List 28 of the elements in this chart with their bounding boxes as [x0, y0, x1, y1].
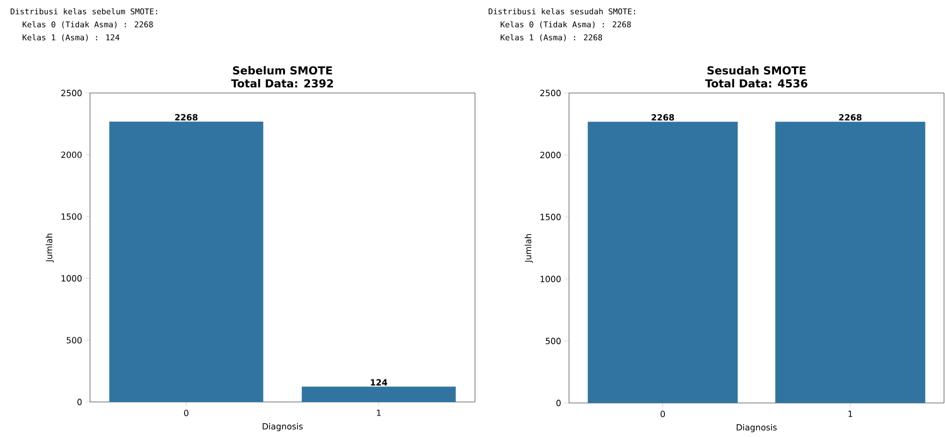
x-tick-label: 1 [848, 410, 852, 417]
data-label: 2268 [175, 114, 198, 120]
y-tick-label: 0 [556, 400, 561, 406]
x-tick-label: 0 [660, 410, 665, 418]
y-tick-label: 1000 [62, 275, 82, 282]
x-tick-label: 0 [184, 410, 188, 416]
y-tick-label: 2000 [61, 152, 82, 158]
y-tick-label: 2000 [540, 152, 561, 158]
y-tick-label: 0 [77, 398, 82, 406]
y-tick-label: 1500 [540, 214, 561, 220]
chart-title: Sebelum SMOTE [233, 66, 332, 75]
x-axis-title: Diagnosis [736, 424, 777, 432]
data-label: 124 [370, 379, 388, 386]
x-axis-title: Diagnosis [262, 423, 303, 432]
chart-subtitle: Total Data: 4536 [705, 79, 808, 88]
y-tick-label: 1000 [540, 276, 561, 282]
y-tick-label: 2500 [61, 90, 82, 96]
y-axis-title: Jumlah [46, 234, 54, 262]
y-axis-title: Jumlah [524, 234, 533, 263]
data-label: 2268 [652, 114, 674, 121]
y-tick-label: 500 [546, 338, 561, 344]
y-tick-label: 500 [66, 336, 82, 344]
data-label: 2268 [839, 114, 862, 121]
chart-title: Sesudah SMOTE [708, 66, 806, 75]
y-tick-label: 2500 [540, 90, 561, 96]
chart-subtitle: Total Data: 2392 [231, 79, 333, 88]
x-tick-label: 1 [377, 410, 381, 416]
y-tick-label: 1500 [62, 213, 82, 220]
